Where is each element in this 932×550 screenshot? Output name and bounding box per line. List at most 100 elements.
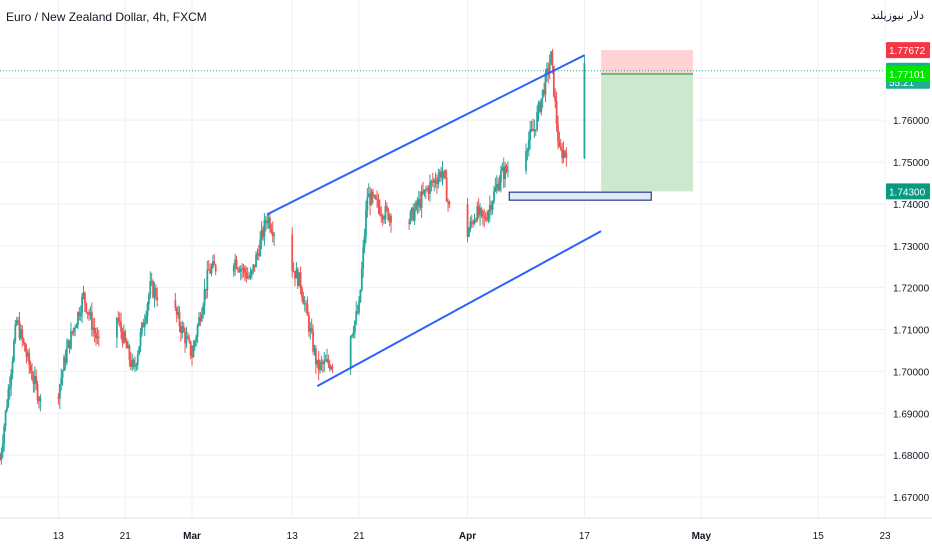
candle-body <box>349 336 352 368</box>
y-tick-label: 1.73000 <box>893 242 930 253</box>
candle-body <box>317 359 320 370</box>
candle-body <box>583 63 586 159</box>
candle-body <box>486 219 488 221</box>
candle-body <box>427 188 430 194</box>
candle-body <box>429 182 431 194</box>
upper-channel-line <box>266 54 585 216</box>
candle-body <box>203 288 206 306</box>
candle-body <box>255 254 257 268</box>
candle-body <box>413 209 416 221</box>
candle-body <box>441 170 444 178</box>
candle-body <box>72 327 75 333</box>
candle-body <box>473 219 476 224</box>
candle-body <box>306 303 309 316</box>
candle-body <box>0 452 3 460</box>
candle-body <box>292 271 295 273</box>
candle-body <box>121 331 124 343</box>
candle-body <box>291 234 294 272</box>
candle-body <box>545 68 548 74</box>
candle-body <box>447 201 449 203</box>
candle-body <box>273 234 276 236</box>
candle-body <box>25 351 28 357</box>
candle-body <box>527 140 530 151</box>
candle-body <box>351 334 353 337</box>
candle-body <box>234 259 237 266</box>
candle-body <box>90 311 93 330</box>
candle-body <box>33 376 36 384</box>
candle-body <box>193 341 196 346</box>
candle-body <box>242 267 245 270</box>
candle-body <box>299 272 302 289</box>
candle-body <box>250 270 253 275</box>
candle-body <box>177 312 180 315</box>
candle-body <box>0 459 1 461</box>
x-tick-label: 13 <box>287 531 299 542</box>
support-zone-box <box>508 191 652 201</box>
candle-body <box>551 51 554 67</box>
candle-body <box>241 268 244 270</box>
candle-body <box>388 215 391 220</box>
candle-body <box>530 128 533 130</box>
candle-body <box>409 211 412 224</box>
candle-body <box>4 410 7 427</box>
candle-body <box>214 265 217 272</box>
candle-body <box>356 311 359 313</box>
candle-body <box>497 183 500 191</box>
candle-body <box>152 281 154 298</box>
x-tick-label: May <box>692 531 712 542</box>
candle-body <box>95 333 97 339</box>
candle-body <box>491 201 494 210</box>
candle-body <box>537 102 540 113</box>
candle-body <box>235 259 238 269</box>
candle-body <box>149 281 152 295</box>
candle-body <box>82 292 85 297</box>
candle-body <box>146 304 149 317</box>
candle-body <box>502 167 505 180</box>
candle-body <box>199 317 202 322</box>
candle-body <box>83 292 86 303</box>
candle-body <box>262 229 264 237</box>
candle-body <box>36 384 39 401</box>
candle-body <box>198 317 200 326</box>
candle-body <box>374 195 377 199</box>
candle-body <box>10 373 13 387</box>
candle-body <box>60 377 63 385</box>
candle-body <box>58 384 61 399</box>
candle-body <box>270 228 273 232</box>
candle-body <box>547 68 550 74</box>
candle-body <box>185 336 188 344</box>
candle-body <box>186 336 189 339</box>
candle-body <box>70 331 72 349</box>
candle-body <box>472 222 475 224</box>
x-tick-label: 21 <box>353 531 365 542</box>
candle-body <box>253 264 256 268</box>
candle-body <box>184 331 186 344</box>
price-label-text: 1.77672 <box>889 46 926 57</box>
candle-body <box>390 215 392 223</box>
candle-body <box>24 343 26 352</box>
candle-body <box>97 336 100 338</box>
candle-body <box>252 264 255 271</box>
candle-body <box>29 365 32 371</box>
candle-body <box>18 321 21 338</box>
candle-body <box>267 217 270 222</box>
candle-body <box>362 247 365 269</box>
price-label-box <box>886 66 930 83</box>
candle-body <box>136 354 139 365</box>
candle-body <box>71 331 74 333</box>
candle-body <box>210 267 213 274</box>
candle-body <box>555 100 558 125</box>
candle-body <box>448 201 451 205</box>
candle-body <box>85 302 88 313</box>
candle-body <box>376 198 378 200</box>
candle-body <box>153 288 156 298</box>
candle-body <box>372 191 374 197</box>
candle-body <box>245 272 248 279</box>
candle-body <box>431 181 434 183</box>
candle-body <box>63 357 65 371</box>
candle-body <box>536 112 539 130</box>
candle-body <box>415 201 417 210</box>
candle-body <box>68 340 71 349</box>
candle-body <box>139 332 142 347</box>
